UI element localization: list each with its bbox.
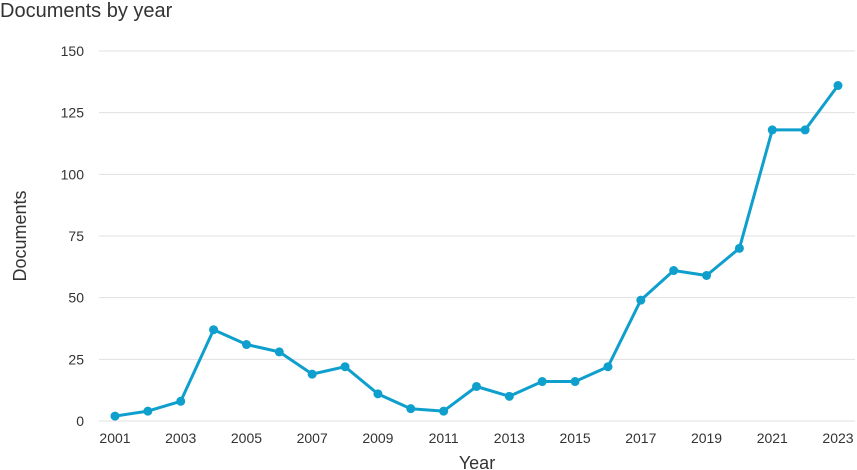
- data-point-2007[interactable]: [307, 369, 317, 379]
- data-point-2022[interactable]: [800, 125, 810, 135]
- data-point-2016[interactable]: [603, 362, 613, 372]
- x-tick-label: 2021: [757, 430, 788, 446]
- data-point-2023[interactable]: [833, 81, 843, 91]
- x-tick-label: 2005: [231, 430, 262, 446]
- x-tick-label: 2003: [165, 430, 196, 446]
- y-axis-title: Documents: [10, 190, 30, 281]
- x-tick-label: 2001: [99, 430, 130, 446]
- data-point-2004[interactable]: [209, 325, 219, 335]
- x-tick-label: 2019: [691, 430, 722, 446]
- data-point-2003[interactable]: [176, 396, 186, 406]
- data-point-2015[interactable]: [570, 377, 580, 387]
- gridlines: [99, 50, 855, 422]
- series-line: [113, 84, 840, 418]
- data-point-2001[interactable]: [110, 411, 120, 421]
- data-point-2020[interactable]: [734, 243, 744, 253]
- y-tick-label: 0: [76, 413, 84, 429]
- data-point-2019[interactable]: [702, 270, 712, 280]
- y-tick-label: 25: [68, 351, 84, 367]
- data-point-2018[interactable]: [669, 266, 679, 276]
- x-tick-label: 2023: [822, 430, 853, 446]
- data-point-2008[interactable]: [340, 362, 350, 372]
- data-point-2009[interactable]: [373, 389, 383, 399]
- data-point-2005[interactable]: [241, 340, 251, 350]
- data-point-2014[interactable]: [537, 377, 547, 387]
- y-tick-label: 125: [61, 105, 85, 121]
- chart-title: Documents by year: [0, 0, 173, 22]
- data-point-2013[interactable]: [504, 391, 514, 401]
- x-tick-label: 2015: [560, 430, 591, 446]
- x-axis-tick-labels: 2001 2003 2005 2007 2009 2011 2013 2015 2017 2019…: [99, 430, 853, 446]
- x-tick-label: 2013: [494, 430, 525, 446]
- data-point-2010[interactable]: [406, 404, 416, 414]
- data-point-2002[interactable]: [143, 406, 153, 416]
- y-tick-label: 50: [68, 290, 84, 306]
- x-tick-label: 2007: [297, 430, 328, 446]
- data-point-2011[interactable]: [439, 406, 449, 416]
- y-tick-label: 150: [61, 43, 85, 59]
- data-point-2017[interactable]: [636, 295, 646, 305]
- x-tick-label: 2011: [429, 430, 459, 446]
- x-axis-title: Year: [459, 453, 495, 470]
- series-group: [110, 81, 843, 421]
- data-point-2012[interactable]: [472, 381, 481, 391]
- x-tick-label: 2009: [362, 430, 393, 446]
- x-tick-label: 2017: [625, 430, 656, 446]
- y-axis-tick-labels: 0 25 50 75 100 125 150: [61, 43, 85, 429]
- data-point-2006[interactable]: [274, 347, 284, 357]
- y-tick-label: 100: [61, 166, 85, 182]
- y-tick-label: 75: [68, 228, 84, 244]
- data-point-2021[interactable]: [767, 125, 777, 135]
